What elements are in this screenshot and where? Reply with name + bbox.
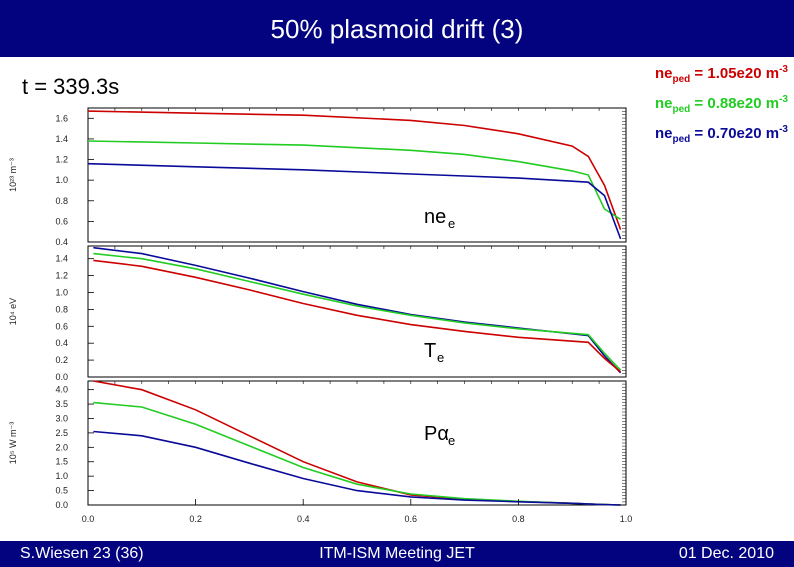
panel-label-sub: e (448, 433, 455, 448)
y-axis-label: 10⁵ W m⁻³ (8, 422, 18, 464)
legend-entry-green: neped = 0.88e20 m-3 (655, 90, 788, 120)
x-tick-label: 0.2 (189, 514, 202, 524)
y-axis-label: 10²³ m⁻³ (8, 158, 18, 192)
footer-date: 01 Dec. 2010 (678, 545, 774, 562)
legend-text: = 0.70e20 m (690, 125, 780, 142)
y-tick-label: 0.0 (55, 372, 68, 382)
series-line-green (93, 252, 622, 371)
y-tick-label: 1.2 (55, 155, 68, 165)
x-tick-label: 0.4 (297, 514, 310, 524)
y-tick-label: 2.5 (55, 428, 68, 438)
legend-prefix: ne (654, 95, 673, 112)
series-line-red (93, 259, 622, 373)
series-line-blue (87, 162, 622, 240)
y-tick-label: 0.5 (55, 486, 68, 496)
time-label: t = 339.3s (22, 74, 120, 99)
series-line-red (87, 110, 622, 230)
y-tick-label: 0.2 (55, 355, 68, 365)
y-tick-label: 1.6 (55, 113, 68, 123)
legend-sup: -3 (779, 64, 788, 75)
y-tick-label: 0.6 (55, 321, 68, 331)
legend-text: = 1.05e20 m (690, 65, 780, 82)
y-tick-label: 1.5 (55, 457, 68, 467)
panel-frame (87, 107, 627, 243)
legend-sup: -3 (779, 124, 788, 135)
legend-sub: ped (672, 104, 691, 115)
legend-sup: -3 (779, 94, 788, 105)
x-tick-label: 0.8 (512, 514, 525, 524)
y-tick-label: 0.8 (55, 304, 68, 314)
title-bar: 50% plasmoid drift (3) (0, 0, 794, 57)
legend-text: = 0.88e20 m (690, 95, 780, 112)
legend-sub: ped (672, 134, 691, 145)
y-tick-label: 0.6 (55, 216, 68, 226)
legend-entry-blue: neped = 0.70e20 m-3 (655, 120, 788, 150)
panel-frame (87, 245, 627, 378)
y-axis-label: 10⁴ eV (8, 298, 18, 325)
series-line-green (87, 140, 622, 220)
y-tick-label: 1.2 (55, 271, 68, 281)
slide-title: 50% plasmoid drift (3) (270, 14, 524, 44)
legend-prefix: ne (654, 125, 673, 142)
series-line-blue (93, 430, 621, 506)
y-tick-label: 1.0 (55, 175, 68, 185)
y-tick-label: 3.0 (55, 413, 68, 423)
panel-label: ne (424, 206, 446, 228)
panel-label-sub: e (437, 350, 444, 365)
legend-sub: ped (672, 74, 691, 85)
footer-meeting: ITM-ISM Meeting JET (319, 545, 475, 562)
x-tick-label: 0.6 (405, 514, 418, 524)
panel-label: Pα (424, 423, 449, 445)
panel-label-sub: e (448, 216, 455, 231)
y-tick-label: 0.4 (55, 237, 68, 247)
panel-label: T (424, 340, 436, 362)
footer: S.Wiesen 23 (36) ITM-ISM Meeting JET 01 … (0, 541, 794, 567)
y-tick-label: 1.4 (55, 254, 68, 264)
y-tick-label: 1.4 (55, 134, 68, 144)
y-tick-label: 3.5 (55, 399, 68, 409)
x-tick-label: 0.0 (82, 514, 95, 524)
y-tick-label: 1.0 (55, 471, 68, 481)
legend-prefix: ne (654, 65, 673, 82)
y-tick-label: 0.8 (55, 196, 68, 206)
series-line-blue (93, 246, 622, 374)
y-tick-label: 2.0 (55, 442, 68, 452)
y-tick-label: 4.0 (55, 385, 68, 395)
series-line-green (93, 401, 621, 506)
y-tick-label: 0.4 (55, 338, 68, 348)
y-tick-label: 1.0 (55, 287, 68, 297)
legend: neped = 1.05e20 m-3 neped = 0.88e20 m-3 … (655, 60, 788, 150)
footer-author: S.Wiesen 23 (36) (20, 545, 144, 562)
y-tick-label: 0.0 (55, 500, 68, 510)
x-tick-label: 1.0 (620, 514, 633, 524)
legend-entry-red: neped = 1.05e20 m-3 (655, 60, 788, 90)
